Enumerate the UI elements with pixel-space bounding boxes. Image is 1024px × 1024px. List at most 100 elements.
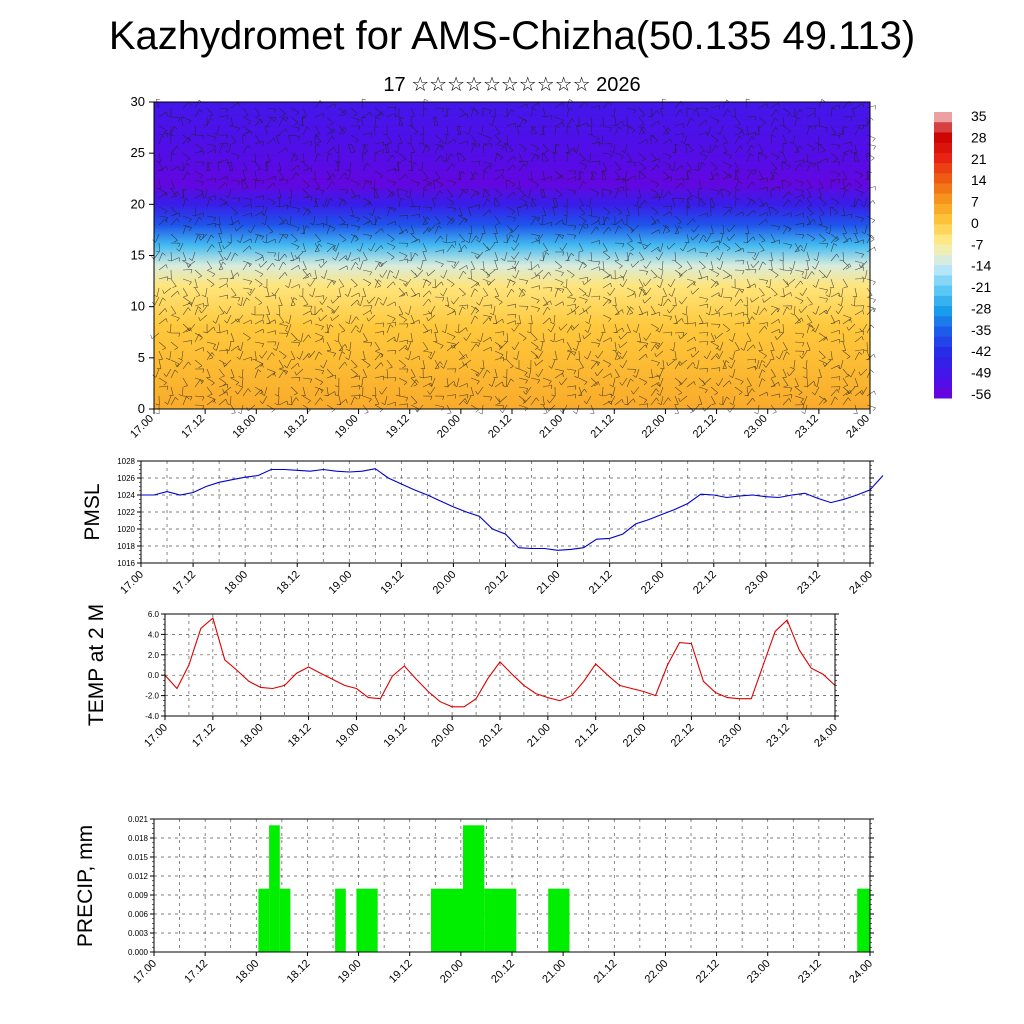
wind-barb-feather xyxy=(803,223,805,228)
wind-barb-feather xyxy=(739,288,743,293)
wind-barb xyxy=(566,296,576,300)
wind-barb-feather xyxy=(178,394,183,397)
wind-barb xyxy=(333,305,340,314)
wind-barb-feather xyxy=(778,102,780,107)
wind-barb xyxy=(758,103,768,109)
wind-barb-feather xyxy=(786,280,789,285)
wind-barb-feather xyxy=(861,276,866,280)
wind-barb xyxy=(266,368,276,373)
wind-barb xyxy=(338,361,346,370)
wind-barb-feather xyxy=(701,204,706,207)
wind-barb xyxy=(468,207,472,217)
wind-barb xyxy=(758,202,767,208)
wind-barb xyxy=(710,292,720,298)
wind-barb xyxy=(734,125,744,131)
wind-barb-feather xyxy=(597,343,601,348)
wind-barb xyxy=(290,332,298,340)
wind-barb xyxy=(674,377,683,384)
wind-barb-feather xyxy=(390,194,395,198)
wind-barb-feather xyxy=(557,288,562,292)
wind-barb xyxy=(206,377,215,384)
wind-barb xyxy=(686,347,696,352)
wind-barb xyxy=(731,359,736,369)
wind-barb-feather xyxy=(716,257,720,261)
wind-barb xyxy=(542,107,546,117)
wind-barb-feather xyxy=(461,171,466,174)
wind-barb xyxy=(842,332,845,342)
wind-barb xyxy=(650,164,658,172)
wind-barb-feather xyxy=(786,372,790,377)
wind-barb-feather xyxy=(582,280,585,285)
wind-barb xyxy=(830,314,836,324)
wind-barb xyxy=(374,141,384,145)
wind-barb-feather xyxy=(430,207,433,212)
wind-barb-feather xyxy=(262,319,264,324)
wind-barb xyxy=(782,386,792,389)
wind-barb-feather xyxy=(451,300,454,305)
wind-barb-feather xyxy=(701,384,706,387)
wind-barb xyxy=(815,323,820,333)
wind-barb xyxy=(348,144,352,154)
wind-barb xyxy=(854,377,859,387)
wind-barb xyxy=(218,201,227,208)
wind-barb-feather xyxy=(607,292,611,296)
wind-barb-feather xyxy=(343,202,347,206)
wind-barb-feather xyxy=(287,205,289,210)
wind-barb-feather xyxy=(427,391,431,395)
wind-barb-feather xyxy=(368,398,372,403)
wind-barb-feather xyxy=(728,339,733,342)
wind-barb-feather xyxy=(766,103,768,108)
wind-barb xyxy=(578,296,588,301)
wind-barb xyxy=(658,251,664,261)
wind-barb xyxy=(626,252,631,262)
wind-barb-feather xyxy=(250,130,252,135)
wind-barb xyxy=(500,341,508,349)
wind-barb-feather xyxy=(401,294,406,297)
wind-barb xyxy=(446,332,456,337)
wind-barb xyxy=(191,251,196,261)
wind-barb xyxy=(542,317,550,325)
wind-barb xyxy=(590,116,593,126)
wind-barb-feather xyxy=(186,139,191,143)
wind-barb xyxy=(770,319,779,325)
wind-barb-feather xyxy=(726,248,731,251)
wind-barb-feather xyxy=(532,107,537,111)
y-tick-label: 1020 xyxy=(117,525,135,534)
wind-barb xyxy=(794,163,801,172)
wind-barb-feather xyxy=(393,281,396,286)
wind-barb xyxy=(362,220,371,226)
wind-barb-feather xyxy=(418,319,420,324)
wind-barb-feather xyxy=(340,286,345,288)
wind-barb-feather xyxy=(156,188,161,190)
wind-barb-feather xyxy=(512,275,516,279)
wind-barb xyxy=(410,161,413,171)
wind-barb-feather xyxy=(731,286,736,289)
wind-barb-feather xyxy=(550,321,555,325)
wind-barb xyxy=(674,123,684,127)
wind-barb-feather xyxy=(390,238,395,242)
wind-barb xyxy=(624,180,628,190)
wind-barb-feather xyxy=(533,339,538,342)
wind-barb-feather xyxy=(788,183,792,187)
wind-barb-feather xyxy=(645,344,648,349)
wind-barb-feather xyxy=(364,411,369,414)
wind-barb xyxy=(719,251,724,261)
wind-barb xyxy=(488,278,496,286)
wind-barb-feather xyxy=(521,294,526,297)
wind-barb xyxy=(854,215,864,219)
wind-barb xyxy=(158,242,161,253)
wind-barb-feather xyxy=(783,349,788,351)
wind-barb-feather xyxy=(486,194,490,198)
wind-barb-feather xyxy=(296,227,300,232)
wind-barb-feather xyxy=(381,228,384,233)
wind-barb xyxy=(842,237,851,244)
wind-barb xyxy=(254,251,264,257)
wind-barb-feather xyxy=(736,197,740,201)
wind-barb xyxy=(314,377,324,383)
wind-barb xyxy=(566,251,570,261)
wind-barb-feather xyxy=(728,365,732,369)
wind-barb-feather xyxy=(682,332,685,337)
wind-barb xyxy=(410,233,418,241)
wind-barb xyxy=(602,373,611,379)
wind-barb xyxy=(158,318,167,325)
